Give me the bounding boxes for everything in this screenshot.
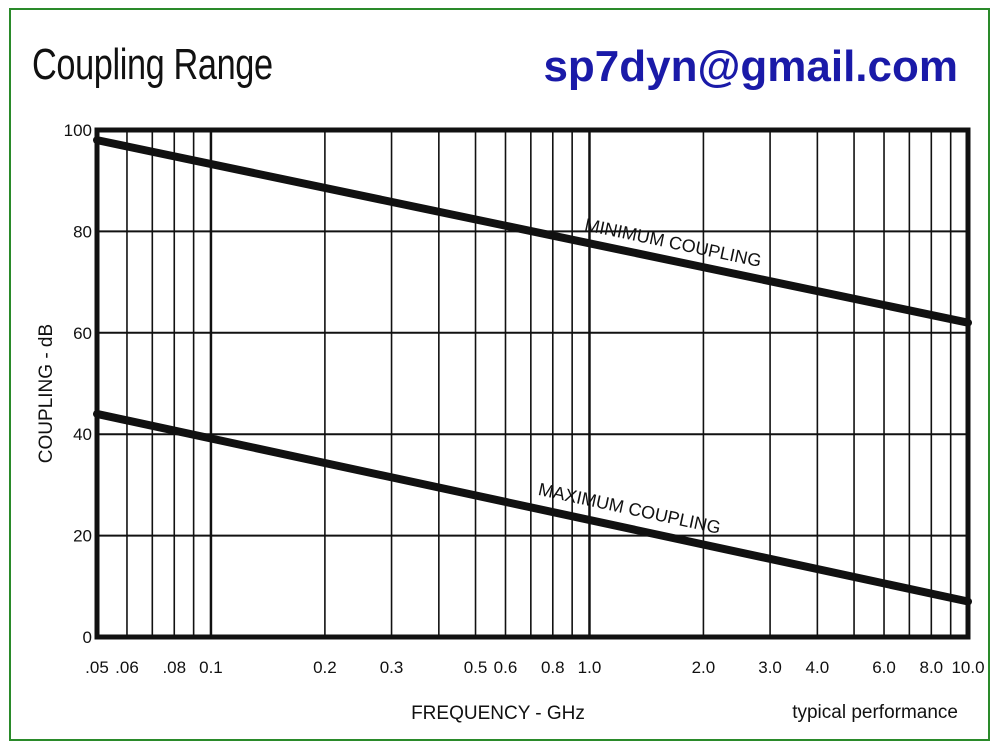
y-tick-labels: 0 20 40 60 80 100 — [64, 121, 92, 647]
grid — [96, 129, 970, 638]
y-axis-label: COUPLING - dB — [36, 324, 57, 463]
y-tick-label: 40 — [73, 425, 92, 444]
y-tick-label: 100 — [64, 121, 92, 140]
x-tick-label: .05 — [85, 658, 109, 677]
email-address: sp7dyn@gmail.com — [543, 42, 958, 91]
x-tick-label: 10.0 — [951, 658, 984, 677]
series-lines — [93, 136, 972, 606]
y-tick-label: 20 — [73, 527, 92, 546]
x-tick-label: 6.0 — [872, 658, 896, 677]
x-tick-label: 3.0 — [758, 658, 782, 677]
series-line — [93, 136, 972, 327]
x-tick-label: 8.0 — [919, 658, 943, 677]
x-tick-label: 0.5 — [464, 658, 488, 677]
page-title: Coupling Range — [32, 40, 273, 89]
x-tick-label: 1.0 — [578, 658, 602, 677]
y-tick-label: 0 — [83, 628, 92, 647]
x-tick-label: 0.6 — [494, 658, 518, 677]
x-tick-label: 0.3 — [380, 658, 404, 677]
x-axis-label: FREQUENCY - GHz — [411, 703, 585, 724]
x-tick-label: 2.0 — [692, 658, 716, 677]
x-tick-labels: .05 .06 .08 0.1 0.2 0.3 0.5 0.6 0.8 1.0 2.0 3.0 4.0 6… — [85, 658, 984, 677]
x-tick-label: 4.0 — [806, 658, 830, 677]
x-tick-label: .06 — [115, 658, 139, 677]
x-tick-label: .08 — [162, 658, 186, 677]
series-line — [93, 409, 972, 606]
performance-note: typical performance — [792, 702, 958, 723]
x-tick-label: 0.2 — [313, 658, 337, 677]
plot-border — [94, 127, 971, 640]
y-tick-label: 80 — [73, 222, 92, 241]
y-tick-label: 60 — [73, 324, 92, 343]
x-tick-label: 0.8 — [541, 658, 565, 677]
x-tick-label: 0.1 — [199, 658, 223, 677]
